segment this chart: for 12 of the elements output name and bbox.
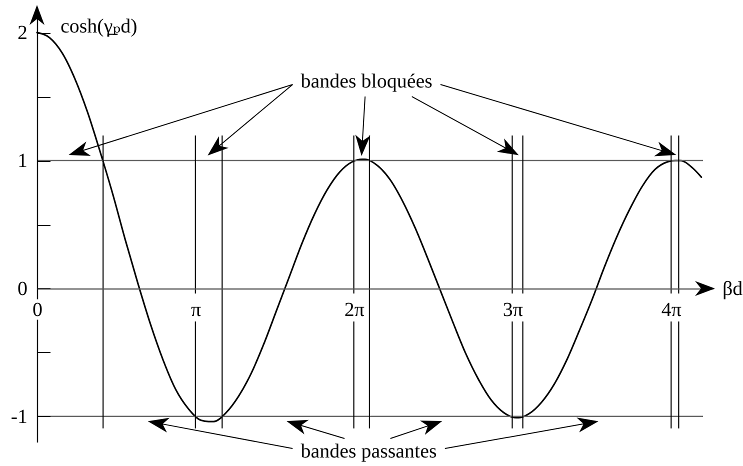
y-tick-label: 0 (18, 278, 28, 300)
annotation: bandes bloquées (300, 70, 433, 93)
y-tick-label: -1 (10, 406, 28, 428)
x-tick-label: 2π (344, 298, 365, 321)
x-axis-title: βd (722, 278, 743, 300)
x-tick-label: 3π (502, 298, 524, 321)
annotation: bandes passantes (300, 440, 438, 463)
y-tick-label: 1 (18, 150, 28, 172)
x-tick-label: π (190, 298, 202, 321)
x-tick-label: 4π (661, 298, 682, 321)
y-axis-title: cosh(γ̲ₚd) (60, 16, 138, 38)
y-tick-label: 2 (18, 22, 28, 44)
